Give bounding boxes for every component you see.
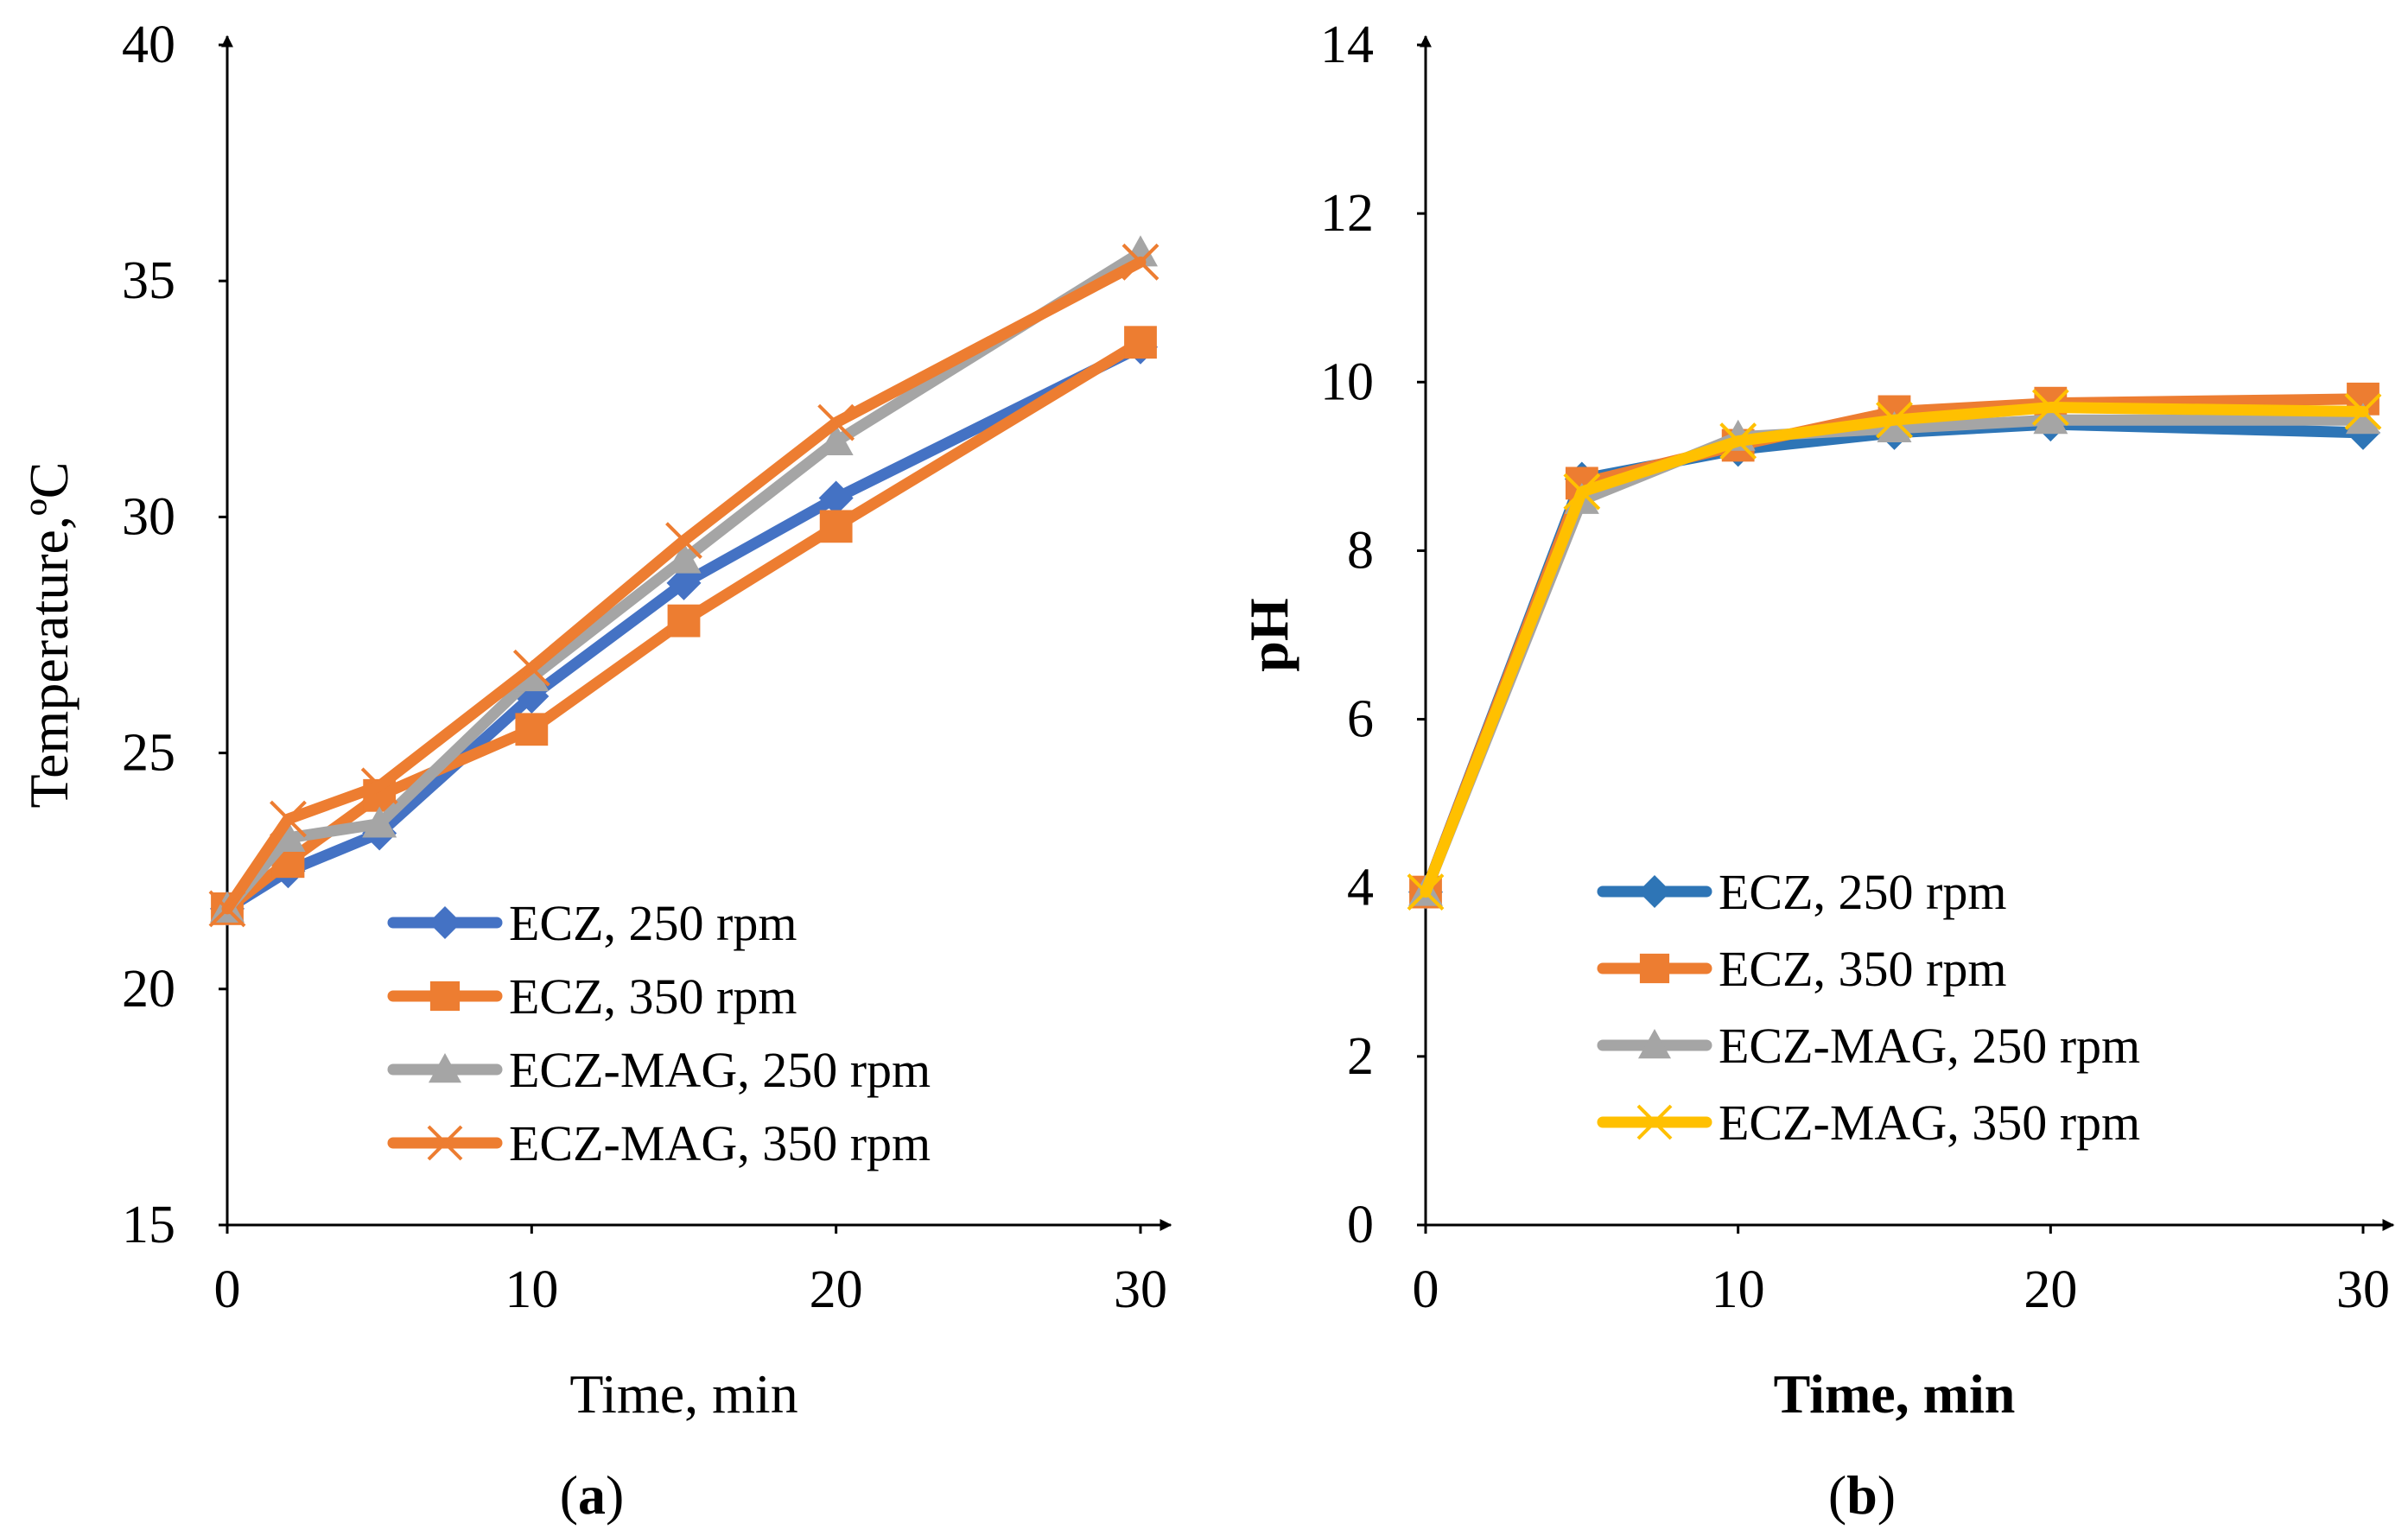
data-point bbox=[1407, 873, 1445, 911]
panel-a-temperature-chart: 15 20 25 30 35 40 0 10 20 30 Time, min Temperature,… bbox=[18, 16, 1172, 1526]
y-tick-label: 30 bbox=[122, 487, 175, 546]
data-point bbox=[1719, 422, 1757, 460]
data-point bbox=[360, 767, 398, 805]
data-point bbox=[270, 800, 307, 838]
series-3 bbox=[1407, 389, 2382, 911]
y-tick-label: 25 bbox=[122, 724, 175, 783]
series-3 bbox=[208, 243, 1160, 928]
legend-swatch-marker bbox=[1636, 1104, 1673, 1140]
legend-entry-label: ECZ-MAG, 350 rpm bbox=[1719, 1095, 2140, 1151]
y-tick-label: 12 bbox=[1320, 184, 1374, 243]
panel-label-open: ( bbox=[1828, 1464, 1846, 1526]
legend-entry-label: ECZ-MAG, 250 rpm bbox=[1719, 1018, 2140, 1074]
data-point bbox=[208, 890, 246, 928]
legend-entry-label: ECZ, 350 rpm bbox=[509, 968, 797, 1025]
y-axis-title: Temperature,ºC bbox=[18, 462, 79, 809]
data-point bbox=[270, 820, 306, 852]
panel-label-letter: a bbox=[578, 1464, 606, 1526]
series-1 bbox=[211, 326, 1157, 925]
legend-swatch-marker bbox=[1638, 875, 1671, 908]
data-point bbox=[1876, 401, 1913, 439]
panel-label-close: ) bbox=[1877, 1464, 1896, 1526]
y-tick-label: 20 bbox=[122, 960, 175, 1019]
legend: ECZ, 250 rpm ECZ, 350 rpm ECZ-MAG, 250 rpm… bbox=[1597, 864, 2140, 1151]
legend-swatch-marker bbox=[429, 906, 461, 939]
y-tick-label: 10 bbox=[1320, 352, 1374, 411]
series-1 bbox=[1409, 382, 2379, 909]
x-tick-label: 0 bbox=[1413, 1260, 1439, 1319]
x-axis-title: Time, min bbox=[569, 1363, 797, 1425]
data-point bbox=[665, 522, 702, 560]
data-point bbox=[667, 604, 701, 638]
y-tick-label: 15 bbox=[122, 1196, 175, 1254]
data-point bbox=[817, 403, 855, 441]
panel-b-ph-chart: 0 2 4 6 8 10 12 14 0 10 20 30 Time, min pH ECZ, 250 rp… bbox=[1238, 16, 2395, 1526]
data-point bbox=[819, 510, 853, 543]
y-axis-title: pH bbox=[1238, 598, 1299, 671]
legend: ECZ, 250 rpm ECZ, 350 rpm ECZ-MAG, 250 rpm… bbox=[387, 895, 931, 1171]
legend-swatch-marker bbox=[427, 1125, 463, 1161]
legend-entry-label: ECZ, 250 rpm bbox=[509, 895, 797, 951]
legend-swatch-marker bbox=[1639, 953, 1670, 984]
x-tick-label: 30 bbox=[1114, 1260, 1167, 1319]
y-tick-label: 0 bbox=[1347, 1196, 1374, 1254]
y-tick-label: 14 bbox=[1320, 16, 1374, 74]
panel-label-open: ( bbox=[560, 1464, 578, 1526]
data-point bbox=[512, 649, 550, 687]
data-point bbox=[362, 806, 397, 838]
data-point bbox=[818, 480, 854, 516]
panel-label: (a) bbox=[560, 1464, 625, 1526]
data-point bbox=[818, 423, 854, 455]
data-point bbox=[2346, 403, 2380, 435]
x-tick-label: 30 bbox=[2336, 1260, 2390, 1319]
y-tick-label: 2 bbox=[1347, 1027, 1374, 1086]
x-tick-label: 20 bbox=[810, 1260, 863, 1319]
panel-label-letter: b bbox=[1846, 1464, 1877, 1526]
data-point bbox=[515, 713, 549, 746]
data-point bbox=[1121, 243, 1160, 281]
data-point bbox=[666, 565, 702, 600]
data-point bbox=[1877, 410, 1912, 442]
data-point bbox=[1123, 235, 1158, 267]
series-2 bbox=[1408, 403, 2380, 906]
y-tick-label: 6 bbox=[1347, 690, 1374, 749]
series-2 bbox=[210, 235, 1158, 923]
legend-swatch-marker bbox=[1638, 1029, 1671, 1059]
y-tick-label: 40 bbox=[122, 16, 175, 74]
y-tick-label: 8 bbox=[1347, 521, 1374, 580]
panel-label: (b) bbox=[1828, 1464, 1896, 1526]
legend-swatch-marker bbox=[429, 1053, 461, 1083]
data-point bbox=[2031, 389, 2069, 426]
panel-label-close: ) bbox=[606, 1464, 624, 1526]
legend-entry-label: ECZ-MAG, 250 rpm bbox=[509, 1042, 931, 1098]
y-tick-label: 35 bbox=[122, 251, 175, 310]
data-point bbox=[2344, 393, 2382, 430]
x-tick-label: 10 bbox=[505, 1260, 558, 1319]
x-tick-label: 10 bbox=[1712, 1260, 1765, 1319]
data-point bbox=[1124, 326, 1157, 359]
legend-swatch-marker bbox=[429, 981, 461, 1012]
y-tick-label: 4 bbox=[1347, 859, 1374, 917]
legend-entry-label: ECZ, 250 rpm bbox=[1719, 864, 2006, 920]
data-point bbox=[666, 542, 702, 574]
x-axis-title: Time, min bbox=[1774, 1363, 2016, 1425]
x-tick-label: 0 bbox=[214, 1260, 241, 1319]
legend-entry-label: ECZ-MAG, 350 rpm bbox=[509, 1115, 931, 1171]
series-0 bbox=[1408, 407, 2380, 910]
legend-entry-label: ECZ, 350 rpm bbox=[1719, 941, 2006, 997]
data-point bbox=[2033, 403, 2068, 435]
series-line bbox=[1420, 402, 2369, 898]
data-point bbox=[514, 660, 550, 692]
data-point bbox=[1563, 473, 1601, 511]
x-tick-label: 20 bbox=[2024, 1260, 2077, 1319]
